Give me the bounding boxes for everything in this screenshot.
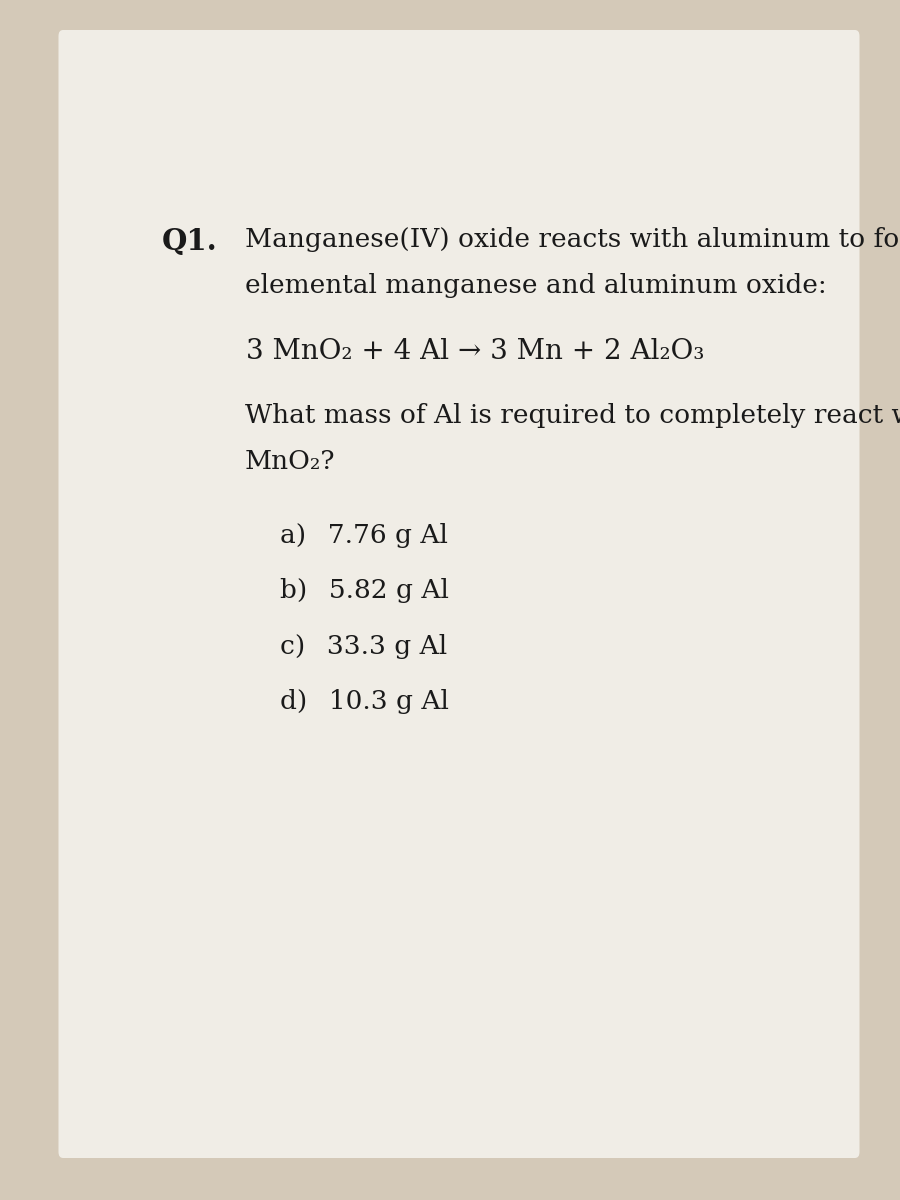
Text: c)  33.3 g Al: c) 33.3 g Al xyxy=(280,634,447,659)
Text: MnO₂?: MnO₂? xyxy=(245,449,336,474)
Text: What mass of Al is required to completely react with 25.0 g: What mass of Al is required to completel… xyxy=(245,403,900,427)
Text: d)  10.3 g Al: d) 10.3 g Al xyxy=(280,689,449,714)
Text: a)  7.76 g Al: a) 7.76 g Al xyxy=(280,523,448,548)
Text: elemental manganese and aluminum oxide:: elemental manganese and aluminum oxide: xyxy=(245,274,827,299)
Text: 3 MnO₂ + 4 Al → 3 Mn + 2 Al₂O₃: 3 MnO₂ + 4 Al → 3 Mn + 2 Al₂O₃ xyxy=(246,338,705,365)
Text: Manganese(IV) oxide reacts with aluminum to form: Manganese(IV) oxide reacts with aluminum… xyxy=(245,227,900,252)
FancyBboxPatch shape xyxy=(58,30,859,1158)
Text: Q1.: Q1. xyxy=(161,227,217,256)
Text: b)  5.82 g Al: b) 5.82 g Al xyxy=(280,578,449,604)
